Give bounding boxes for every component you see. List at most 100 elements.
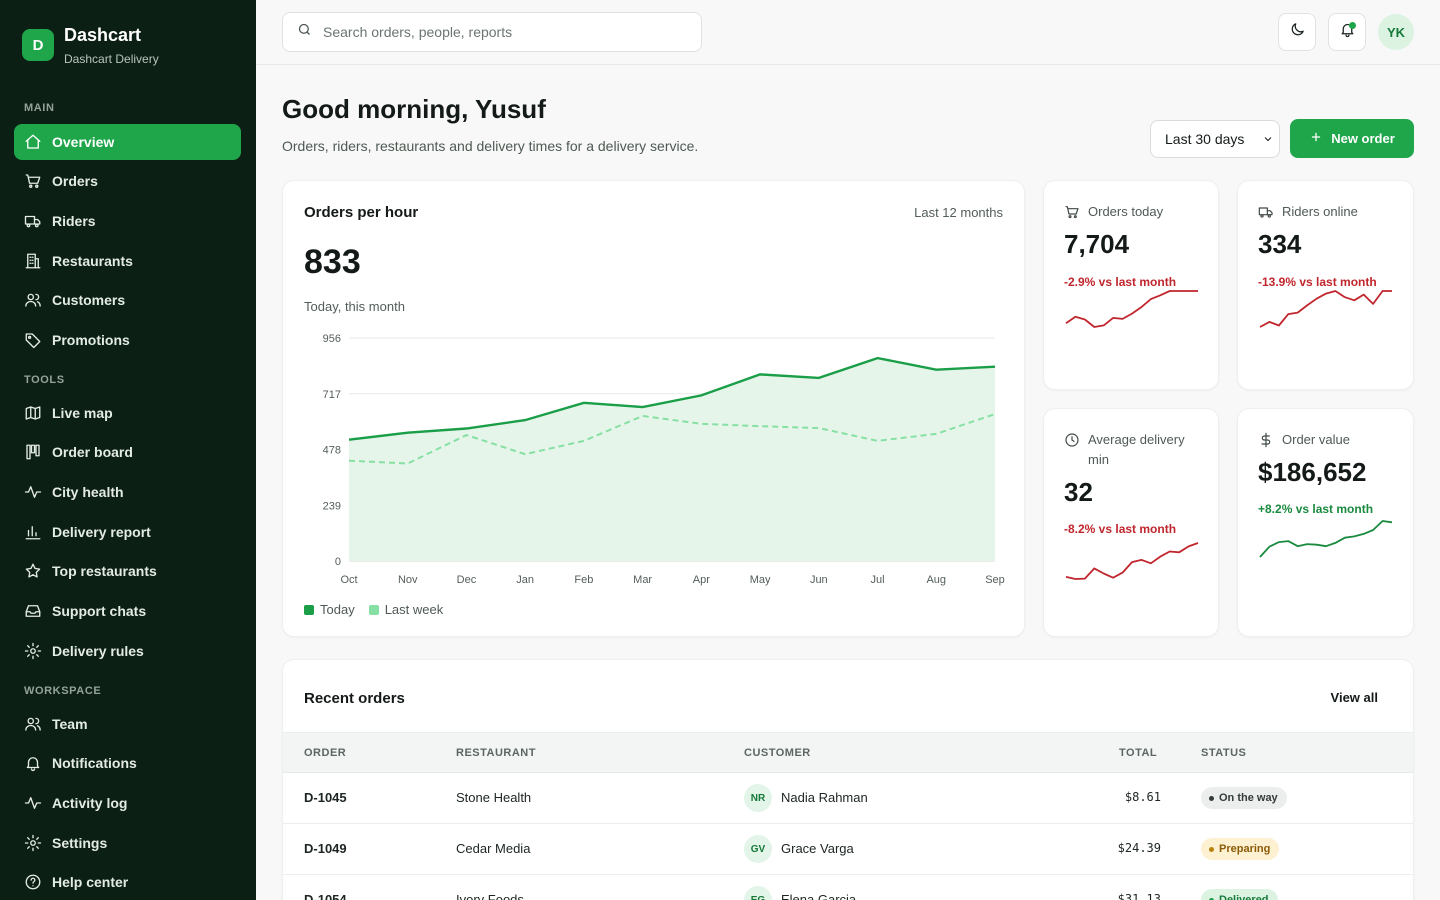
sidebar-item-label: Delivery report xyxy=(52,524,151,540)
brand[interactable]: D Dashcart Dashcart Delivery xyxy=(22,26,159,66)
theme-toggle-button[interactable] xyxy=(1278,13,1316,51)
legend-item-last-week: Last week xyxy=(368,602,444,617)
sidebar-item-live-map[interactable]: Live map xyxy=(14,395,241,431)
new-order-label: New order xyxy=(1331,131,1395,146)
sidebar-item-activity-log[interactable]: Activity log xyxy=(14,785,241,821)
customer-avatar: GV xyxy=(744,835,772,863)
sidebar-item-restaurants[interactable]: Restaurants xyxy=(14,243,241,279)
status-badge: Preparing xyxy=(1201,838,1280,860)
recent-orders-card: Recent orders View all ORDER RESTAURANT … xyxy=(282,659,1414,900)
status-dot xyxy=(1209,846,1214,852)
sidebar-item-label: Support chats xyxy=(52,603,147,619)
customer-avatar: NR xyxy=(744,784,772,812)
customer-name: Nadia Rahman xyxy=(781,790,868,805)
sidebar-item-delivery-rules[interactable]: Delivery rules xyxy=(14,633,241,669)
kpi-sparkline xyxy=(1259,290,1392,328)
sidebar-item-promotions[interactable]: Promotions xyxy=(14,322,241,358)
order-id[interactable]: D-1049 xyxy=(304,841,347,856)
sidebar-item-team[interactable]: Team xyxy=(14,706,241,742)
truck-icon xyxy=(24,212,42,230)
table-row[interactable]: D-1049 Cedar Media GV Grace Varga $24.39 Prep… xyxy=(283,824,1413,875)
status-label: Delivered xyxy=(1219,894,1269,900)
kpi-card-average-delivery: Average delivery min 32 -8.2% vs last mo… xyxy=(1043,408,1219,637)
kpi-change: +8.2% vs last month xyxy=(1258,502,1374,516)
sidebar-item-overview[interactable]: Overview xyxy=(14,124,241,160)
bell-icon xyxy=(24,754,42,772)
kanban-icon xyxy=(24,443,42,461)
order-total: $31.13 xyxy=(1117,892,1161,900)
chart-big-value: 833 xyxy=(304,243,361,281)
legend-swatch xyxy=(368,604,379,615)
date-range-select[interactable]: Last 30 days xyxy=(1150,120,1280,158)
help-icon xyxy=(24,873,42,891)
sidebar-item-settings[interactable]: Settings xyxy=(14,825,241,861)
brand-logo: D xyxy=(22,29,54,61)
sidebar-item-top-restaurants[interactable]: Top restaurants xyxy=(14,553,241,589)
table-title: Recent orders xyxy=(304,690,405,707)
legend-label: Last week xyxy=(384,602,444,617)
status-badge: Delivered xyxy=(1201,889,1278,900)
table-row[interactable]: D-1045 Stone Health NR Nadia Rahman $8.61 On … xyxy=(283,773,1413,824)
area-today xyxy=(349,358,995,561)
x-tick-label: Jul xyxy=(871,574,885,586)
column-header-restaurant[interactable]: RESTAURANT xyxy=(456,747,536,759)
sidebar-item-label: Orders xyxy=(52,173,98,189)
users-icon xyxy=(24,291,42,309)
column-header-status[interactable]: STATUS xyxy=(1201,747,1247,759)
chart-caption: Today, this month xyxy=(304,299,405,314)
sidebar-item-label: Live map xyxy=(52,405,113,421)
column-header-customer[interactable]: CUSTOMER xyxy=(744,747,811,759)
view-all-link[interactable]: View all xyxy=(1330,690,1378,705)
order-id[interactable]: D-1045 xyxy=(304,790,347,805)
sidebar-item-label: Top restaurants xyxy=(52,563,157,579)
sidebar-item-orders[interactable]: Orders xyxy=(14,163,241,199)
user-avatar[interactable]: YK xyxy=(1378,14,1414,50)
search-box[interactable] xyxy=(282,12,702,52)
section-label-main: MAIN xyxy=(24,102,55,114)
kpi-card-orders-today: Orders today 7,704 -2.9% vs last month xyxy=(1043,180,1219,390)
page-title: Good morning, Yusuf xyxy=(282,94,546,124)
kpi-title: Orders today xyxy=(1064,202,1163,226)
column-header-total[interactable]: TOTAL xyxy=(1119,747,1158,759)
sidebar-item-label: Riders xyxy=(52,213,96,229)
inbox-icon xyxy=(24,602,42,620)
series-line-last-week xyxy=(348,413,996,465)
tag-icon xyxy=(24,331,42,349)
brand-subtitle: Dashcart Delivery xyxy=(64,52,159,66)
notifications-button[interactable] xyxy=(1328,13,1366,51)
kpi-value: $186,652 xyxy=(1258,457,1367,487)
brand-name: Dashcart xyxy=(64,25,142,45)
sidebar-item-order-board[interactable]: Order board xyxy=(14,434,241,470)
sparkline-path xyxy=(1065,290,1198,328)
sidebar-item-city-health[interactable]: City health xyxy=(14,474,241,510)
sidebar-item-notifications[interactable]: Notifications xyxy=(14,745,241,781)
kpi-title-text: Orders today xyxy=(1088,204,1164,219)
x-tick-label: Feb xyxy=(574,574,593,586)
sidebar-item-customers[interactable]: Customers xyxy=(14,282,241,318)
order-id[interactable]: D-1054 xyxy=(304,892,347,900)
home-icon xyxy=(24,133,42,151)
y-tick-label: 0 xyxy=(335,556,341,568)
gear-icon xyxy=(24,834,42,852)
status-dot xyxy=(1209,795,1214,801)
sparkline-path xyxy=(1259,290,1392,328)
topbar: YK xyxy=(256,0,1440,65)
activity-icon xyxy=(24,483,42,501)
sidebar-item-support-chats[interactable]: Support chats xyxy=(14,593,241,629)
y-tick-label: 956 xyxy=(323,333,341,345)
search-input[interactable] xyxy=(323,24,683,40)
kpi-card-riders-online: Riders online 334 -13.9% vs last month xyxy=(1237,180,1414,390)
table-row[interactable]: D-1054 Ivory Foods EG Elena Garcia $31.13 Del… xyxy=(283,875,1413,900)
sidebar-item-help-center[interactable]: Help center xyxy=(14,864,241,900)
order-total: $24.39 xyxy=(1117,841,1161,855)
sidebar-item-delivery-report[interactable]: Delivery report xyxy=(14,514,241,550)
kpi-change: -8.2% vs last month xyxy=(1064,522,1177,536)
sidebar-item-riders[interactable]: Riders xyxy=(14,203,241,239)
column-header-order[interactable]: ORDER xyxy=(304,747,347,759)
kpi-sparkline xyxy=(1259,520,1393,558)
kpi-title-text: Average delivery min xyxy=(1088,432,1185,467)
y-tick-label: 239 xyxy=(323,500,341,512)
new-order-button[interactable]: New order xyxy=(1290,119,1414,158)
cart-icon xyxy=(24,172,42,190)
kpi-title-text: Order value xyxy=(1282,432,1350,447)
